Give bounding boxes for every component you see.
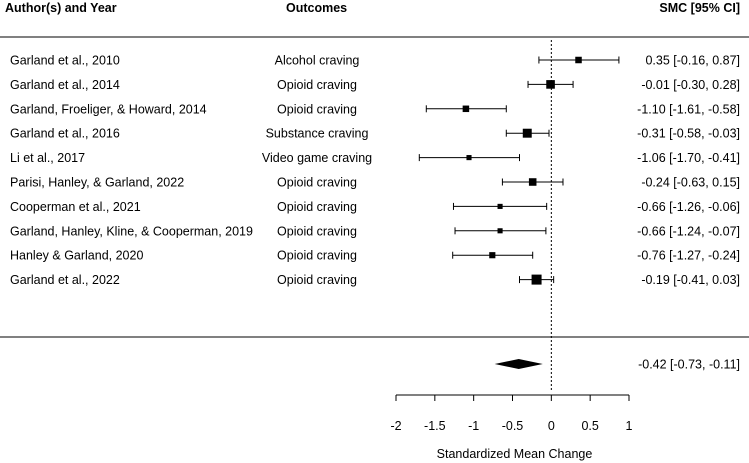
study-label: Cooperman et al., 2021 (10, 200, 141, 214)
header-outcomes: Outcomes (286, 1, 347, 15)
x-tick-label: 0 (548, 419, 555, 433)
study-label: Parisi, Hanley, & Garland, 2022 (10, 176, 184, 190)
study-effect: 0.35 [-0.16, 0.87] (645, 54, 740, 68)
study-label: Garland, Hanley, Kline, & Cooperman, 201… (10, 224, 253, 238)
study-row: Garland et al., 2016 Substance craving -0.… (10, 127, 740, 141)
point-estimate (522, 128, 532, 138)
point-estimate (462, 105, 470, 113)
point-estimate (546, 80, 555, 89)
study-effect: -1.10 [-1.61, -0.58] (637, 102, 740, 116)
study-outcome: Substance craving (266, 127, 369, 141)
study-outcome: Opioid craving (277, 102, 357, 116)
x-tick-label: 1 (626, 419, 633, 433)
study-effect: -0.31 [-0.58, -0.03] (637, 127, 740, 141)
study-outcome: Alcohol craving (275, 54, 360, 68)
point-estimate (575, 56, 582, 64)
study-label: Garland et al., 2016 (10, 127, 120, 141)
study-outcome: Opioid craving (277, 273, 357, 287)
study-row: Parisi, Hanley, & Garland, 2022 Opioid cr… (10, 176, 740, 190)
x-tick-label: 0.5 (581, 419, 598, 433)
study-effect: -0.76 [-1.27, -0.24] (637, 249, 740, 263)
x-axis-label: Standardized Mean Change (437, 447, 593, 461)
study-label: Garland et al., 2010 (10, 54, 120, 68)
study-label: Garland et al., 2014 (10, 78, 120, 92)
study-row: Cooperman et al., 2021 Opioid craving -0.6… (10, 200, 740, 214)
summary-diamond (494, 359, 543, 369)
study-row: Garland et al., 2014 Opioid craving -0.01 … (10, 78, 740, 92)
study-outcome: Opioid craving (277, 224, 357, 238)
study-effect: -0.19 [-0.41, 0.03] (641, 273, 740, 287)
study-effect: -0.66 [-1.24, -0.07] (637, 224, 740, 238)
x-tick-label: -2 (390, 419, 401, 433)
study-row: Garland, Hanley, Kline, & Cooperman, 201… (10, 224, 740, 238)
point-estimate (489, 252, 496, 259)
point-estimate (497, 203, 503, 209)
study-label: Li et al., 2017 (10, 151, 85, 165)
study-rows: Garland et al., 2010 Alcohol craving 0.35 … (10, 54, 740, 288)
point-estimate (531, 274, 542, 285)
header-study: Author(s) and Year (5, 1, 117, 15)
study-row: Li et al., 2017 Video game craving -1.06 [… (10, 151, 740, 165)
study-effect: -1.06 [-1.70, -0.41] (637, 151, 740, 165)
x-axis: -2 -1.5 -1 -0.5 0 0.5 1 (390, 394, 633, 433)
study-row: Garland et al., 2010 Alcohol craving 0.35 … (10, 54, 740, 68)
study-outcome: Video game craving (262, 151, 372, 165)
study-effect: -0.24 [-0.63, 0.15] (641, 176, 740, 190)
study-label: Garland et al., 2022 (10, 273, 120, 287)
study-outcome: Opioid craving (277, 176, 357, 190)
study-row: Garland et al., 2022 Opioid craving -0.19 … (10, 273, 740, 287)
study-row: Garland, Froeliger, & Howard, 2014 Opioid… (10, 102, 740, 116)
summary-effect: -0.42 [-0.73, -0.11] (638, 358, 740, 372)
study-outcome: Opioid craving (277, 78, 357, 92)
point-estimate (528, 178, 537, 186)
x-tick-label: -0.5 (502, 419, 524, 433)
study-outcome: Opioid craving (277, 249, 357, 263)
study-effect: -0.01 [-0.30, 0.28] (641, 78, 740, 92)
study-row: Hanley & Garland, 2020 Opioid craving -0.7… (10, 249, 740, 263)
study-outcome: Opioid craving (277, 200, 357, 214)
study-effect: -0.66 [-1.26, -0.06] (637, 200, 740, 214)
point-estimate (497, 228, 503, 234)
x-tick-label: -1 (468, 419, 479, 433)
point-estimate (466, 155, 472, 161)
study-label: Hanley & Garland, 2020 (10, 249, 143, 263)
study-label: Garland, Froeliger, & Howard, 2014 (10, 102, 207, 116)
x-tick-label: -1.5 (424, 419, 446, 433)
header-effect: SMC [95% CI] (659, 1, 740, 15)
